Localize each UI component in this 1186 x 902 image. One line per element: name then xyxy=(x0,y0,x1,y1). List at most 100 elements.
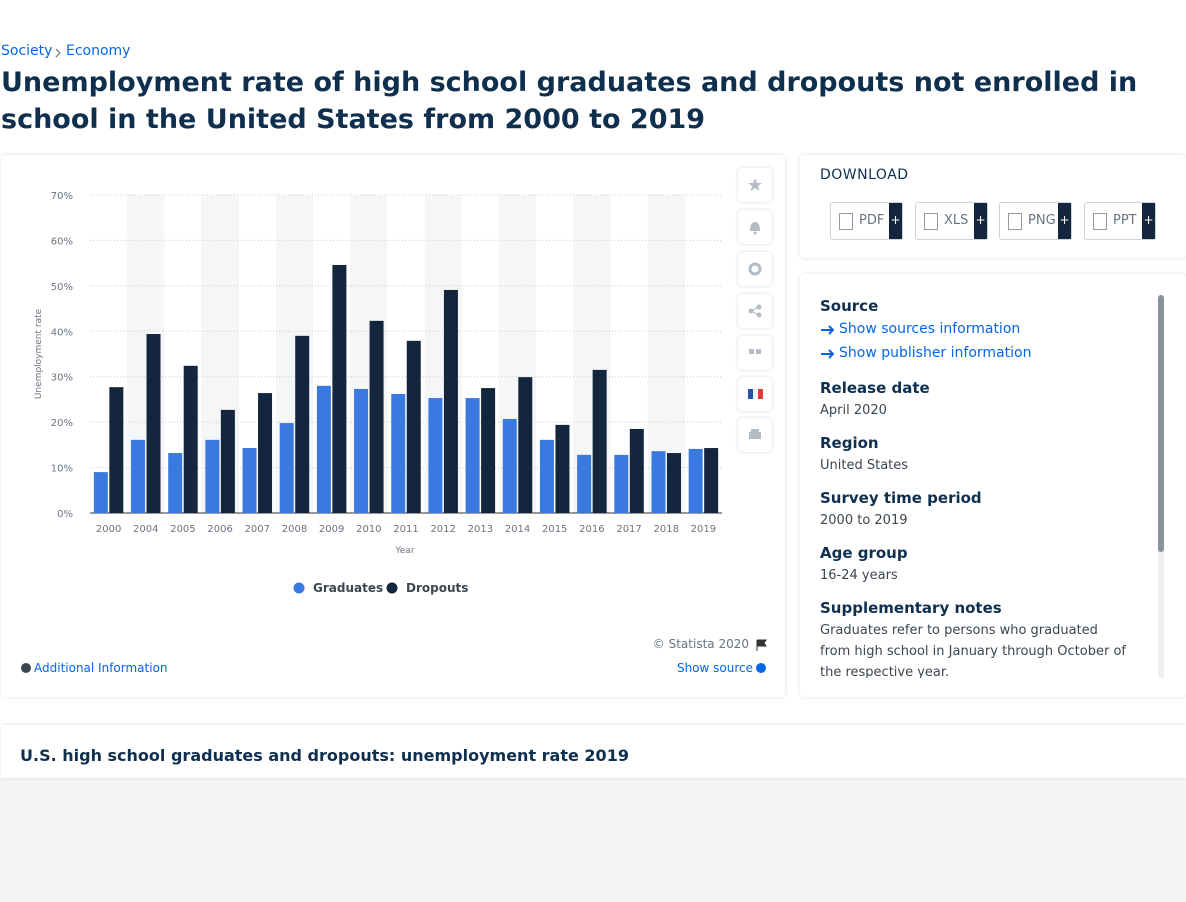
legend-marker xyxy=(386,582,398,594)
details-scroll: Release date April 2020 Region United State… xyxy=(820,379,1126,678)
related-section xyxy=(0,778,1186,902)
print-button[interactable] xyxy=(738,418,772,452)
detail-value: United States xyxy=(820,458,909,473)
x-tick-label: 2018 xyxy=(654,524,679,535)
cite-button[interactable] xyxy=(738,336,772,370)
bar xyxy=(577,454,592,513)
details-card xyxy=(800,274,1186,697)
language-button[interactable] xyxy=(738,377,772,411)
x-tick-label: 2010 xyxy=(356,524,381,535)
bar xyxy=(666,453,681,513)
download-button[interactable]: PNG + xyxy=(999,202,1072,240)
bar xyxy=(443,289,458,513)
show-source-link[interactable]: Show source xyxy=(677,661,753,675)
download-format: PNG xyxy=(1028,213,1056,228)
bar xyxy=(555,424,570,513)
bar xyxy=(205,439,220,513)
breadcrumb-link[interactable]: Society xyxy=(1,43,53,59)
detail-label: Age group xyxy=(820,544,908,562)
detail-value: 2000 to 2019 xyxy=(820,513,908,528)
bar xyxy=(109,387,124,513)
bar xyxy=(168,453,183,513)
bar xyxy=(651,451,666,513)
breadcrumb-link[interactable]: Economy xyxy=(66,43,131,59)
y-tick-label: 40% xyxy=(51,327,73,338)
download-plus: + xyxy=(974,203,987,239)
chart: 0% 10% 20% 30% 40% 50% 60% 70% Unemployment rate… xyxy=(21,191,767,675)
bar xyxy=(258,393,273,513)
bar xyxy=(220,409,235,513)
flag-icon xyxy=(756,639,767,651)
settings-button[interactable] xyxy=(738,252,772,286)
bar xyxy=(354,388,369,513)
detail-label: Source xyxy=(820,297,879,315)
download-button[interactable]: PDF + xyxy=(830,202,903,240)
x-tick-label: 2013 xyxy=(468,524,493,535)
scrollbar-thumb[interactable] xyxy=(1158,295,1164,552)
legend-marker xyxy=(293,582,305,594)
download-plus: + xyxy=(1058,203,1071,239)
bar xyxy=(316,385,331,513)
x-tick-label: 2011 xyxy=(393,524,418,535)
file-icon xyxy=(1008,213,1022,230)
share-button[interactable] xyxy=(738,294,772,328)
file-icon xyxy=(839,213,853,230)
additional-info-link[interactable]: Additional Information xyxy=(34,661,168,675)
favorite-button[interactable] xyxy=(738,168,772,202)
bar xyxy=(428,398,443,513)
bar xyxy=(242,448,257,513)
download-heading: DOWNLOAD xyxy=(820,167,909,183)
file-icon xyxy=(924,213,938,230)
related-title[interactable]: U.S. high school graduates and dropouts:… xyxy=(20,746,629,765)
breadcrumb-separator xyxy=(55,48,61,58)
y-tick-label: 0% xyxy=(57,509,73,520)
x-tick-label: 2008 xyxy=(282,524,307,535)
bar xyxy=(518,377,533,513)
y-axis-label: Unemployment rate xyxy=(34,308,44,399)
download-plus: + xyxy=(889,203,902,239)
bar xyxy=(539,439,554,513)
alert-button[interactable] xyxy=(738,210,772,244)
bar xyxy=(406,340,421,513)
bar xyxy=(629,428,644,513)
detail-value: April 2020 xyxy=(820,403,887,418)
x-tick-label: 2005 xyxy=(170,524,195,535)
related-card xyxy=(1,725,1186,778)
page-title: Unemployment rate of high school graduat… xyxy=(1,67,1138,135)
info-icon xyxy=(756,663,766,673)
detail-label: Supplementary notes xyxy=(820,599,1002,617)
x-axis-label: Year xyxy=(394,546,414,556)
link-arrows xyxy=(821,325,835,359)
bar xyxy=(332,264,347,513)
x-tick-label: 2012 xyxy=(430,524,455,535)
bar xyxy=(592,369,607,513)
legend-label: Graduates xyxy=(313,581,383,595)
bar xyxy=(93,472,108,513)
x-tick-label: 2015 xyxy=(542,524,567,535)
bar xyxy=(131,439,146,513)
download-button[interactable]: XLS + xyxy=(915,202,988,240)
x-tick-label: 2006 xyxy=(207,524,232,535)
x-tick-label: 2014 xyxy=(505,524,530,535)
y-tick-label: 70% xyxy=(51,191,73,202)
x-tick-label: 2009 xyxy=(319,524,344,535)
x-tick-label: 2007 xyxy=(245,524,270,535)
legend-label: Dropouts xyxy=(406,581,468,595)
source-link[interactable]: Show publisher information xyxy=(839,345,1032,361)
detail-value: 16-24 years xyxy=(820,568,898,583)
y-tick-label: 30% xyxy=(51,373,73,384)
x-tick-label: 2019 xyxy=(691,524,716,535)
bar xyxy=(369,320,384,513)
download-format: XLS xyxy=(944,213,969,228)
download-button[interactable]: PPT + xyxy=(1084,202,1156,240)
y-tick-label: 10% xyxy=(51,464,73,475)
detail-label: Region xyxy=(820,434,879,452)
x-tick-label: 2004 xyxy=(133,524,158,535)
info-icon xyxy=(21,663,31,673)
download-plus: + xyxy=(1142,203,1155,239)
x-tick-label: 2000 xyxy=(96,524,121,535)
y-tick-label: 60% xyxy=(51,236,73,247)
source-link[interactable]: Show sources information xyxy=(839,321,1021,337)
